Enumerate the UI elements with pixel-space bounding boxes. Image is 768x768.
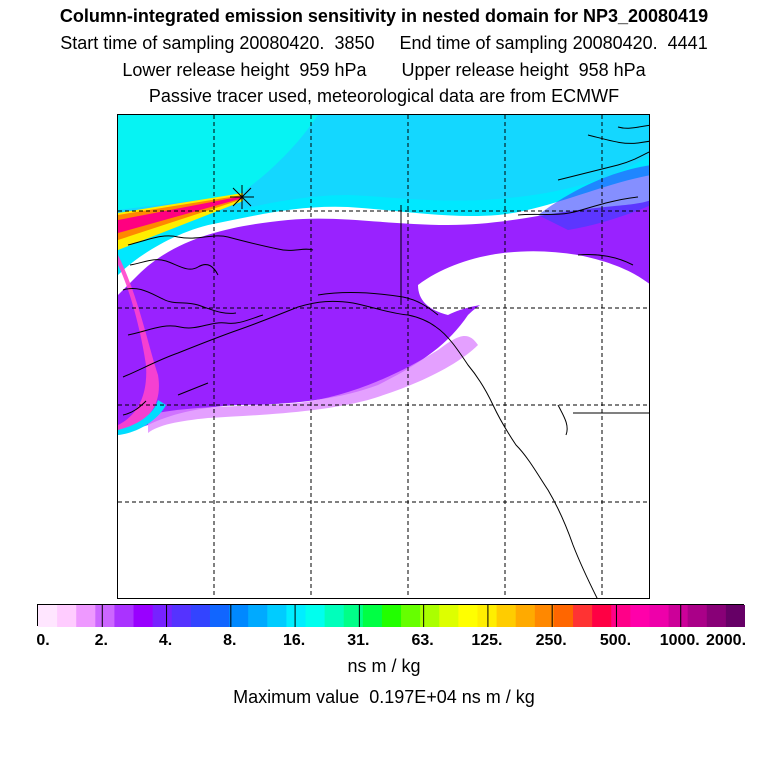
color-scale-segment [515, 605, 536, 627]
color-scale-segment [324, 605, 345, 627]
color-scale-segment [687, 605, 708, 627]
color-scale-tick-label: 2000. [705, 632, 747, 649]
color-scale-segment [95, 605, 116, 627]
color-scale-segment [725, 605, 745, 627]
tracer-line: Passive tracer used, meteorological data… [148, 86, 620, 106]
sensitivity-map [117, 114, 650, 599]
map-canvas [118, 115, 649, 598]
coastlines [122, 124, 649, 598]
color-scale-segment [381, 605, 402, 627]
field-purple-band [118, 200, 649, 435]
graticule [118, 115, 649, 598]
color-scale-segment [573, 605, 593, 627]
color-scale-segment [229, 605, 249, 627]
color-scale-tick-label: 250. [535, 632, 567, 649]
color-scale-tick-label: 500. [599, 632, 632, 649]
color-scale-segment [305, 605, 326, 627]
color-scale-segment [611, 605, 631, 627]
color-scale-tick-label: 0. [36, 632, 50, 649]
field-empty-region [418, 251, 649, 320]
maximum-value-label: Maximum value 0.197E+04 ns m / kg [233, 687, 535, 707]
color-scale-tick-label: 1000. [659, 632, 700, 649]
color-scale-tick-label: 125. [471, 632, 503, 649]
color-scale-segment [649, 605, 670, 627]
color-scale-tick-label: 31. [347, 632, 370, 649]
color-scale-segment [343, 605, 364, 627]
field-plume-core [118, 196, 243, 233]
color-scale-segment [534, 605, 555, 627]
field-top-left [118, 115, 318, 210]
color-scale-tick-label: 16. [282, 632, 306, 649]
color-scale-segment [439, 605, 459, 627]
color-scale-segment [458, 605, 479, 627]
color-scale-tick-label: 4. [158, 632, 173, 649]
plot-title: Column-integrated emission sensitivity i… [59, 6, 709, 26]
color-scale-segment [420, 605, 440, 627]
color-scale-segment [114, 605, 135, 627]
color-scale-segment [553, 605, 574, 627]
release-height-line: Lower release height 959 hPa Upper relea… [122, 60, 646, 80]
color-scale-segment [401, 605, 421, 627]
color-scale-tick-label: 2. [94, 632, 108, 649]
color-scale-segment [171, 605, 192, 627]
units-label: ns m / kg [347, 656, 421, 676]
color-scale-segment [38, 605, 58, 627]
color-scale-segment [76, 605, 96, 627]
color-scale-segment [630, 605, 651, 627]
color-scale-segment [267, 605, 288, 627]
field-magenta-edge [148, 335, 478, 433]
field-bottom-left-fringe [118, 400, 166, 435]
color-scale-segment [133, 605, 154, 627]
release-point-marker [230, 185, 254, 209]
color-scale-tick-label: 8. [223, 632, 237, 649]
color-scale-segment [362, 605, 383, 627]
color-scale-segment [477, 605, 498, 627]
color-scale-segment [496, 605, 517, 627]
color-scale-canvas [38, 605, 745, 627]
color-scale-segment [706, 605, 727, 627]
color-scale-tick-label: 63. [411, 632, 434, 649]
color-scale-segment [152, 605, 173, 627]
sampling-time-line: Start time of sampling 20080420. 3850 En… [60, 33, 708, 53]
color-scale-segment [668, 605, 689, 627]
color-scale-segment [592, 605, 612, 627]
field-left-arc [118, 255, 159, 430]
color-scale-segment [209, 605, 230, 627]
color-scale-segment [248, 605, 268, 627]
color-scale-segment [286, 605, 307, 627]
color-scale-segment [57, 605, 77, 627]
color-scale-bar [37, 604, 745, 627]
color-scale-segment [190, 605, 211, 627]
